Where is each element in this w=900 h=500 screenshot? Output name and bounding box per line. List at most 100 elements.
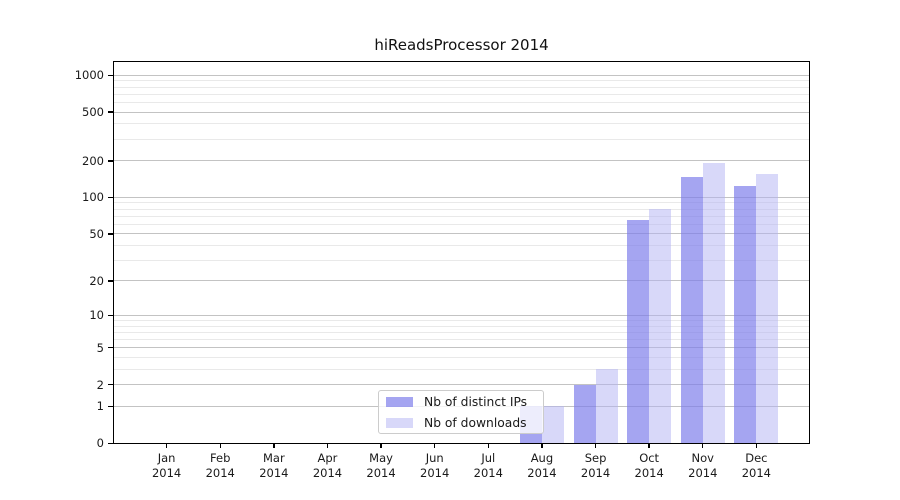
x-tick-year-sep: 2014 bbox=[580, 465, 611, 480]
gridline-minor-7 bbox=[114, 331, 809, 333]
y-axis-tick-2 bbox=[108, 384, 113, 386]
gridline-major-5 bbox=[114, 347, 809, 349]
gridline-minor-400 bbox=[114, 123, 809, 125]
y-axis-tick-50 bbox=[108, 233, 113, 235]
y-axis-tick-500 bbox=[108, 111, 113, 113]
legend-swatch-distinct-ips bbox=[386, 396, 413, 407]
x-tick-year-feb: 2014 bbox=[205, 465, 235, 480]
x-tick-label-sep: Sep 2014 bbox=[568, 451, 624, 480]
x-axis-tick-aug bbox=[541, 444, 543, 448]
gridline-minor-90 bbox=[114, 202, 809, 204]
x-tick-label-aug: Aug 2014 bbox=[514, 451, 570, 480]
legend-label-distinct-ips: Nb of distinct IPs bbox=[424, 394, 528, 409]
x-tick-label-jun: Jun 2014 bbox=[407, 451, 463, 480]
y-axis-tick-5 bbox=[108, 347, 113, 349]
plot-area bbox=[113, 61, 810, 444]
x-tick-year-oct: 2014 bbox=[634, 465, 664, 480]
x-tick-month-jan: Jan bbox=[157, 451, 176, 465]
x-tick-label-mar: Mar 2014 bbox=[246, 451, 302, 480]
gridline-minor-6 bbox=[114, 338, 809, 340]
y-tick-label-200: 200 bbox=[82, 153, 104, 168]
x-axis-tick-apr bbox=[326, 444, 329, 448]
y-tick-label-100: 100 bbox=[82, 190, 104, 205]
legend-swatch-downloads bbox=[386, 417, 413, 428]
x-axis-tick-feb bbox=[219, 444, 221, 448]
x-axis-tick-jan bbox=[165, 444, 168, 448]
y-tick-label-0: 0 bbox=[96, 436, 104, 450]
x-axis-tick-jul bbox=[487, 444, 489, 448]
x-tick-month-nov: Nov bbox=[691, 451, 714, 465]
x-tick-month-aug: Aug bbox=[530, 451, 554, 465]
x-tick-year-dec: 2014 bbox=[741, 465, 772, 480]
x-tick-year-aug: 2014 bbox=[527, 465, 557, 480]
x-tick-month-mar: Mar bbox=[262, 451, 285, 465]
y-axis-tick-0 bbox=[108, 442, 113, 444]
x-tick-month-may: May bbox=[369, 451, 393, 465]
gridline-minor-60 bbox=[114, 223, 809, 225]
x-tick-label-apr: Apr 2014 bbox=[299, 451, 355, 480]
y-tick-label-20: 20 bbox=[89, 273, 104, 288]
x-tick-year-jul: 2014 bbox=[473, 465, 503, 480]
y-axis-tick-200 bbox=[108, 160, 113, 162]
x-tick-month-dec: Dec bbox=[745, 451, 768, 465]
x-tick-year-mar: 2014 bbox=[259, 465, 289, 480]
x-tick-year-may: 2014 bbox=[366, 465, 396, 480]
y-axis-tick-10 bbox=[108, 314, 113, 317]
gridline-minor-300 bbox=[114, 138, 809, 140]
chart-title: hiReadsProcessor 2014 bbox=[374, 36, 549, 54]
x-axis-tick-nov bbox=[702, 444, 704, 448]
gridline-major-200 bbox=[114, 160, 809, 162]
x-tick-label-nov: Nov 2014 bbox=[675, 451, 731, 480]
gridline-minor-30 bbox=[114, 259, 809, 261]
x-axis-tick-mar bbox=[273, 444, 275, 448]
x-tick-label-oct: Oct 2014 bbox=[621, 451, 677, 480]
x-tick-label-jan: Jan 2014 bbox=[139, 451, 195, 480]
y-tick-label-1000: 1000 bbox=[74, 68, 104, 83]
gridline-minor-70 bbox=[114, 215, 809, 217]
legend-label-downloads: Nb of downloads bbox=[424, 415, 527, 430]
gridline-minor-900 bbox=[114, 80, 809, 82]
bar-nb-of-downloads-aug bbox=[541, 406, 564, 443]
y-tick-label-2: 2 bbox=[96, 377, 104, 392]
gridline-major-20 bbox=[114, 280, 809, 282]
x-axis-tick-jun bbox=[433, 444, 436, 448]
x-tick-label-dec: Dec 2014 bbox=[728, 451, 784, 480]
x-axis-tick-may bbox=[380, 444, 382, 448]
y-tick-label-500: 500 bbox=[82, 104, 104, 119]
x-axis-tick-oct bbox=[648, 444, 650, 448]
x-tick-label-feb: Feb 2014 bbox=[192, 451, 248, 480]
gridline-major-2 bbox=[114, 384, 809, 386]
bar-nb-of-downloads-dec bbox=[756, 174, 779, 443]
bar-nb-of-downloads-sep bbox=[595, 369, 618, 443]
bar-nb-of-distinct-ips-sep bbox=[573, 384, 596, 443]
x-axis-tick-dec bbox=[755, 444, 758, 448]
bar-nb-of-downloads-oct bbox=[649, 209, 672, 443]
x-tick-label-may: May 2014 bbox=[353, 451, 409, 480]
gridline-major-10 bbox=[114, 314, 809, 316]
gridline-minor-800 bbox=[114, 86, 809, 88]
bar-nb-of-downloads-nov bbox=[702, 163, 725, 443]
bar-nb-of-distinct-ips-nov bbox=[680, 176, 703, 443]
gridline-minor-3 bbox=[114, 368, 809, 370]
y-tick-label-10: 10 bbox=[89, 308, 104, 323]
gridline-minor-40 bbox=[114, 244, 809, 246]
gridline-major-50 bbox=[114, 233, 809, 235]
legend: Nb of distinct IPs Nb of downloads bbox=[378, 390, 544, 434]
x-tick-month-sep: Sep bbox=[584, 451, 607, 465]
gridline-minor-80 bbox=[114, 208, 809, 210]
bar-nb-of-distinct-ips-oct bbox=[627, 219, 650, 443]
gridline-major-1000 bbox=[114, 74, 809, 76]
y-tick-label-50: 50 bbox=[89, 226, 104, 241]
legend-item-distinct-ips: Nb of distinct IPs bbox=[379, 391, 543, 412]
gridline-major-100 bbox=[114, 196, 809, 198]
x-tick-month-jun: Jun bbox=[425, 451, 444, 465]
gridline-minor-4 bbox=[114, 356, 809, 358]
x-tick-month-apr: Apr bbox=[317, 451, 338, 465]
gridline-minor-8 bbox=[114, 325, 809, 327]
x-tick-year-apr: 2014 bbox=[312, 465, 343, 480]
x-tick-year-jun: 2014 bbox=[420, 465, 450, 480]
x-axis-tick-sep bbox=[594, 444, 597, 448]
gridline-minor-700 bbox=[114, 93, 809, 95]
x-tick-month-jul: Jul bbox=[481, 451, 496, 465]
